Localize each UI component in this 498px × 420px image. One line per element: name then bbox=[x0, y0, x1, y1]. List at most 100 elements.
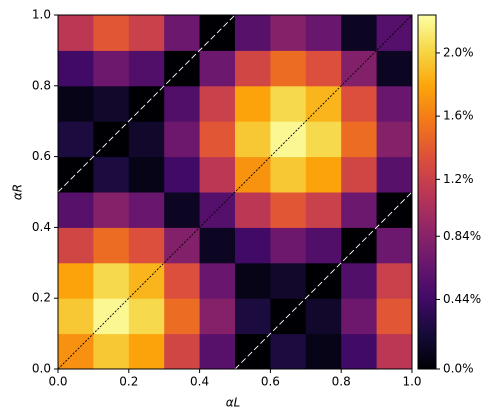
y-tick-label: 0.6 bbox=[32, 149, 51, 163]
heatmap-cell bbox=[164, 85, 201, 122]
heatmap-cell bbox=[199, 298, 236, 335]
heatmap-cell bbox=[305, 333, 342, 370]
heatmap-cell bbox=[128, 192, 165, 228]
heatmap-cell bbox=[58, 298, 94, 335]
reference-line bbox=[234, 191, 413, 370]
colorbar bbox=[417, 14, 437, 370]
heatmap-cell bbox=[199, 85, 236, 122]
heatmap-cell bbox=[235, 333, 271, 370]
heatmap-cell bbox=[341, 298, 378, 335]
heatmap-cell bbox=[376, 15, 413, 51]
heatmap-cell bbox=[199, 50, 236, 87]
heatmap-cell bbox=[128, 121, 165, 158]
heatmap-cell bbox=[235, 192, 271, 228]
heatmap-cell bbox=[164, 121, 201, 158]
y-tick-label: 1.0 bbox=[32, 8, 51, 22]
colorbar-tick-label: 2.0% bbox=[443, 45, 474, 59]
heatmap-cell bbox=[199, 333, 236, 370]
heatmap-cell bbox=[376, 227, 413, 264]
heatmap-cell bbox=[235, 85, 271, 122]
heatmap-cell bbox=[58, 192, 94, 228]
x-tick-label: 0.2 bbox=[119, 375, 138, 389]
heatmap-cell bbox=[270, 262, 307, 299]
heatmap-cell bbox=[341, 85, 378, 122]
heatmap-cell bbox=[93, 262, 130, 299]
x-tick-label: 0.8 bbox=[332, 375, 351, 389]
y-tick-label: 0.4 bbox=[32, 220, 51, 234]
heatmap-cell bbox=[164, 333, 201, 370]
heatmap-cell bbox=[376, 262, 413, 299]
heatmap-cell bbox=[128, 15, 165, 51]
heatmap-cell bbox=[235, 121, 271, 158]
colorbar-tick-label: 1.2% bbox=[443, 172, 474, 186]
heatmap-cell bbox=[341, 121, 378, 158]
heatmap-cell bbox=[93, 227, 130, 264]
x-tick-label: 0.0 bbox=[48, 375, 67, 389]
heatmap-cell bbox=[164, 298, 201, 335]
y-axis-label: αR bbox=[11, 184, 25, 200]
heatmap-cell bbox=[58, 85, 94, 122]
heatmap-cell bbox=[164, 15, 201, 51]
heatmap-cell bbox=[199, 121, 236, 158]
heatmap-cell bbox=[305, 15, 342, 51]
y-tick-label: 0.8 bbox=[32, 78, 51, 92]
heatmap-cell bbox=[199, 156, 236, 193]
plot-frame bbox=[57, 14, 413, 370]
heatmap-cell bbox=[270, 50, 307, 87]
colorbar-tick-label: 1.6% bbox=[443, 109, 474, 123]
heatmap-cell bbox=[58, 121, 94, 158]
heatmap-cell bbox=[341, 192, 378, 228]
heatmap-cell bbox=[376, 298, 413, 335]
x-tick-label: 1.0 bbox=[402, 375, 421, 389]
heatmap-cell bbox=[164, 262, 201, 299]
colorbar-tick-label: 0.84% bbox=[443, 229, 481, 243]
heatmap-cell bbox=[128, 156, 165, 193]
reference-line bbox=[57, 14, 236, 193]
heatmap-cell bbox=[128, 262, 165, 299]
heatmap-cell bbox=[199, 227, 236, 264]
heatmap-cell bbox=[235, 227, 271, 264]
heatmap-cell bbox=[305, 50, 342, 87]
heatmap-cell bbox=[270, 156, 307, 193]
heatmap-cell bbox=[58, 50, 94, 87]
heatmap-cell bbox=[128, 227, 165, 264]
heatmap-cell bbox=[128, 50, 165, 87]
heatmap-cell bbox=[199, 262, 236, 299]
heatmap-cell bbox=[164, 156, 201, 193]
heatmap-cell bbox=[376, 85, 413, 122]
x-tick-label: 0.6 bbox=[261, 375, 280, 389]
x-tick-label: 0.4 bbox=[190, 375, 209, 389]
heatmap-cell bbox=[270, 192, 307, 228]
heatmap-cell bbox=[93, 192, 130, 228]
heatmap-cell bbox=[376, 121, 413, 158]
heatmap-cell bbox=[305, 192, 342, 228]
reference-line bbox=[57, 14, 413, 370]
colorbar-tick-label: 0.44% bbox=[443, 292, 481, 306]
heatmap-cell bbox=[58, 156, 94, 193]
heatmap-cell bbox=[305, 156, 342, 193]
y-tick-label: 0.0 bbox=[32, 362, 51, 376]
heatmap-cell bbox=[305, 262, 342, 299]
heatmap-cell bbox=[270, 15, 307, 51]
heatmap-cell bbox=[376, 156, 413, 193]
heatmap-cell bbox=[235, 298, 271, 335]
heatmap-cell bbox=[93, 333, 130, 370]
heatmap-cell bbox=[305, 227, 342, 264]
heatmap-cell bbox=[235, 50, 271, 87]
heatmap-cell bbox=[341, 156, 378, 193]
heatmap-cell bbox=[341, 15, 378, 51]
y-tick-label: 0.2 bbox=[32, 291, 51, 305]
colorbar-tick-label: 0.0% bbox=[443, 362, 474, 376]
heatmap-cell bbox=[164, 192, 201, 228]
heatmap-cell bbox=[58, 227, 94, 264]
heatmap-cell bbox=[128, 333, 165, 370]
heatmap-cell bbox=[93, 85, 130, 122]
heatmap-cell bbox=[235, 156, 271, 193]
heatmap-cell bbox=[93, 156, 130, 193]
heatmap-cell bbox=[235, 15, 271, 51]
heatmap-cell bbox=[341, 262, 378, 299]
x-axis-label: αL bbox=[226, 396, 241, 410]
heatmap-cell bbox=[128, 298, 165, 335]
